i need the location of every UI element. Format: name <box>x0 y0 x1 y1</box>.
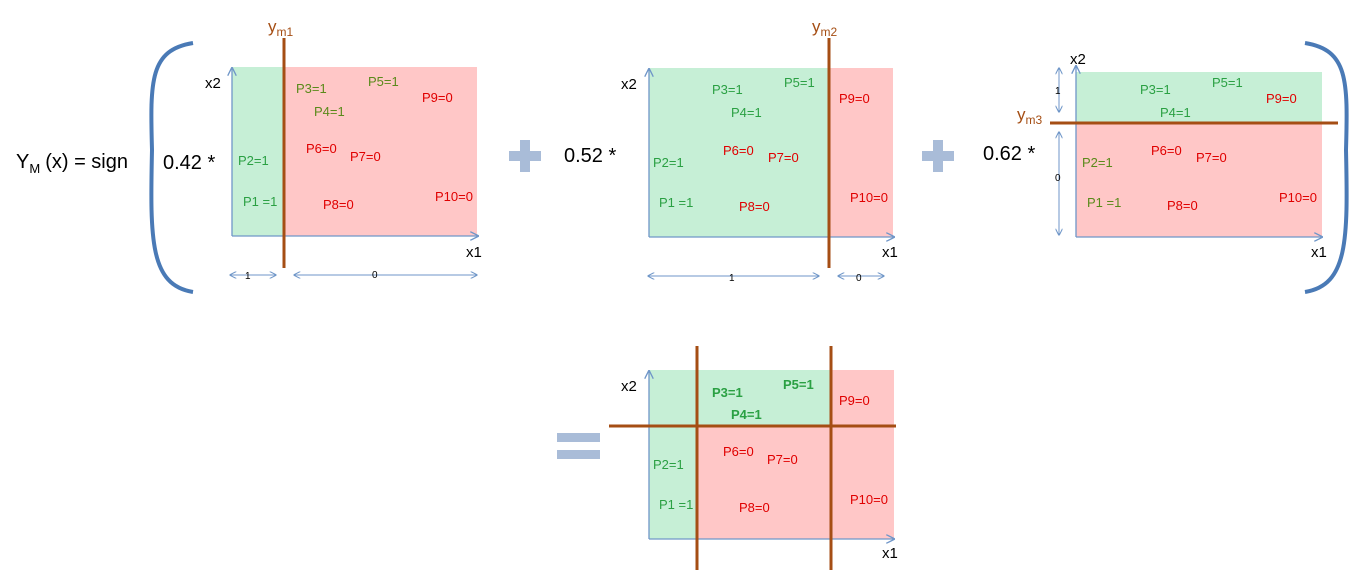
panel-3-point: P6=0 <box>1151 143 1182 158</box>
panel-2-x2-label: x2 <box>621 76 637 93</box>
panel-3-dim-label-1: 1 <box>1055 86 1061 97</box>
panel-3-point: P1 =1 <box>1087 195 1121 210</box>
panel-2-point: P4=1 <box>731 105 762 120</box>
panel-1-green-region <box>232 67 284 236</box>
panel-2-point: P2=1 <box>653 155 684 170</box>
result-point: P8=0 <box>739 500 770 515</box>
panel-3-point: P2=1 <box>1082 155 1113 170</box>
panel-2-point: P1 =1 <box>659 195 693 210</box>
panel-2: ym2 x2 x1 P3=1 P5=1 P4=1 P9=0 P6=0 P7=0 … <box>621 17 898 284</box>
panel-1-point: P1 =1 <box>243 194 277 209</box>
panel-1-dim-label-1: 1 <box>245 271 251 282</box>
panel-3-point: P3=1 <box>1140 82 1171 97</box>
panel-3-point: P8=0 <box>1167 198 1198 213</box>
panel-3-x2-label: x2 <box>1070 51 1086 68</box>
result-green-left <box>649 426 697 539</box>
coefficient-2: 0.52 * <box>564 145 616 167</box>
panel-1-point: P10=0 <box>435 189 473 204</box>
panel-2-point: P6=0 <box>723 143 754 158</box>
panel-1-boundary-label: ym1 <box>268 17 293 39</box>
panel-1-point: P7=0 <box>350 149 381 164</box>
panel-3: ym3 x2 x1 P3=1 P5=1 P4=1 P9=0 P6=0 P7=0 … <box>1017 51 1338 261</box>
left-bracket <box>149 41 194 294</box>
result-point: P6=0 <box>723 444 754 459</box>
equals-sign <box>557 433 600 459</box>
panel-2-point: P9=0 <box>839 91 870 106</box>
panel-1-x2-label: x2 <box>205 75 221 92</box>
result-green-top <box>649 370 831 426</box>
result-point: P2=1 <box>653 457 684 472</box>
coefficient-1: 0.42 * <box>163 152 215 174</box>
panel-1-dim-label-0: 0 <box>372 270 378 281</box>
result-red-bottom <box>697 426 894 539</box>
result-point: P10=0 <box>850 492 888 507</box>
result-x2-label: x2 <box>621 378 637 395</box>
panel-3-x1-label: x1 <box>1311 244 1327 261</box>
panel-2-x1-label: x1 <box>882 244 898 261</box>
panel-2-point: P8=0 <box>739 199 770 214</box>
panel-2-red-region <box>829 68 893 237</box>
result-x1-label: x1 <box>882 545 898 562</box>
panel-3-boundary-label: ym3 <box>1017 105 1042 127</box>
panel-2-point: P5=1 <box>784 75 815 90</box>
panel-3-point: P4=1 <box>1160 105 1191 120</box>
formula-lhs-rest: (x) = sign <box>45 151 128 173</box>
result-point: P1 =1 <box>659 497 693 512</box>
panel-2-point: P3=1 <box>712 82 743 97</box>
panel-1: ym1 x2 x1 P3=1 P5=1 P4=1 P9=0 P6=0 P7=0 … <box>205 17 482 282</box>
panel-3-green-region <box>1076 72 1322 123</box>
svg-text:YM(x) = sign: YM (x) = sign <box>16 151 128 176</box>
panel-2-point: P10=0 <box>850 190 888 205</box>
panel-1-x1-label: x1 <box>466 244 482 261</box>
result-point: P9=0 <box>839 393 870 408</box>
formula-lhs-sub: M <box>29 161 40 176</box>
panel-1-red-region <box>284 67 477 236</box>
panel-2-dim-label-0: 0 <box>856 273 862 284</box>
panel-1-point: P2=1 <box>238 153 269 168</box>
panel-1-point: P4=1 <box>314 104 345 119</box>
result-panel: x2 x1 P3=1 P5=1 P4=1 P9=0 P6=0 P7=0 P2=1… <box>609 346 898 570</box>
panel-2-dim-label-1: 1 <box>729 273 735 284</box>
panel-2-boundary-label: ym2 <box>812 17 837 39</box>
panel-3-point: P5=1 <box>1212 75 1243 90</box>
plus-sign-2 <box>922 140 954 172</box>
panel-3-point: P7=0 <box>1196 150 1227 165</box>
result-point: P3=1 <box>712 385 743 400</box>
result-point: P5=1 <box>783 377 814 392</box>
result-point: P4=1 <box>731 407 762 422</box>
panel-1-point: P3=1 <box>296 81 327 96</box>
panel-3-red-region <box>1076 123 1322 237</box>
right-bracket <box>1304 41 1349 294</box>
panel-2-point: P7=0 <box>768 150 799 165</box>
result-red-right <box>831 370 894 426</box>
formula-lhs: YM (x) = sign <box>16 151 128 176</box>
panel-3-point: P10=0 <box>1279 190 1317 205</box>
panel-1-point: P6=0 <box>306 141 337 156</box>
panel-1-point: P5=1 <box>368 74 399 89</box>
panel-3-dim-label-0: 0 <box>1055 173 1061 184</box>
result-point: P7=0 <box>767 452 798 467</box>
formula-lhs-main: Y <box>16 151 29 173</box>
panel-1-point: P8=0 <box>323 197 354 212</box>
panel-2-green-region <box>649 68 829 237</box>
coefficient-3: 0.62 * <box>983 143 1035 165</box>
panel-1-point: P9=0 <box>422 90 453 105</box>
plus-sign-1 <box>509 140 541 172</box>
panel-3-point: P9=0 <box>1266 91 1297 106</box>
